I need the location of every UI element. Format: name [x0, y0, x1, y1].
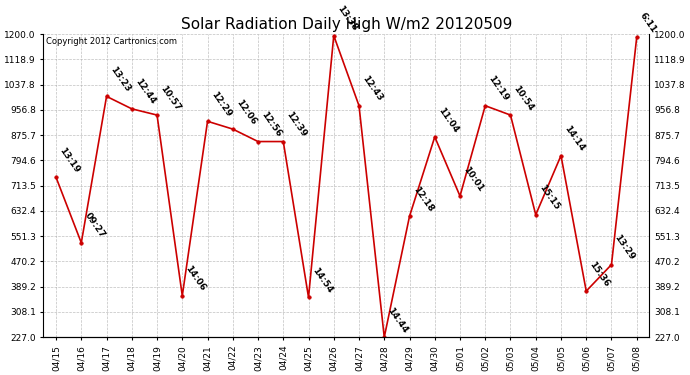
- Text: 12:19: 12:19: [486, 74, 511, 103]
- Text: 13:23: 13:23: [108, 65, 132, 94]
- Text: 12:43: 12:43: [360, 74, 384, 103]
- Text: 13:19: 13:19: [57, 146, 81, 175]
- Text: 15:15: 15:15: [537, 183, 561, 212]
- Text: 10:54: 10:54: [512, 84, 535, 112]
- Text: 13:38: 13:38: [335, 4, 359, 33]
- Text: 15:36: 15:36: [588, 260, 611, 288]
- Text: 12:06: 12:06: [234, 98, 258, 126]
- Text: 13:29: 13:29: [613, 233, 637, 262]
- Text: 12:18: 12:18: [411, 185, 435, 213]
- Title: Solar Radiation Daily High W/m2 20120509: Solar Radiation Daily High W/m2 20120509: [181, 16, 512, 32]
- Text: Copyright 2012 Cartronics.com: Copyright 2012 Cartronics.com: [46, 37, 177, 46]
- Text: 12:29: 12:29: [209, 90, 233, 118]
- Text: 14:54: 14:54: [310, 266, 334, 294]
- Text: 11:04: 11:04: [436, 105, 460, 134]
- Text: 14:14: 14:14: [562, 124, 586, 153]
- Text: 10:01: 10:01: [462, 165, 485, 193]
- Text: 09:27: 09:27: [83, 211, 106, 240]
- Text: 10:57: 10:57: [159, 84, 182, 112]
- Text: 12:39: 12:39: [285, 110, 308, 139]
- Text: 14:06: 14:06: [184, 264, 208, 293]
- Text: 12:44: 12:44: [133, 77, 157, 106]
- Text: 12:56: 12:56: [259, 110, 283, 139]
- Text: 14:44: 14:44: [386, 306, 410, 334]
- Text: 6:11: 6:11: [638, 11, 658, 34]
